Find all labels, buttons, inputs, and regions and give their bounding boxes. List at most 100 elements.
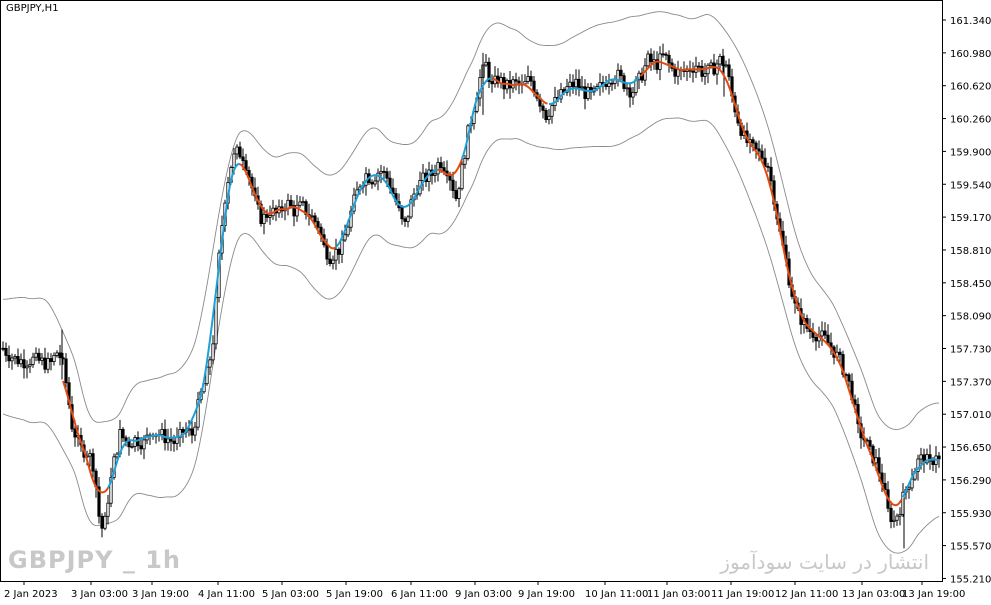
price-tick-label: 160.620 [950,82,991,93]
price-tick-label: 159.900 [950,147,991,158]
envelope-lower-line [2,117,940,554]
candle [565,78,569,96]
candle [826,324,830,345]
candle [4,342,8,362]
candle [691,62,695,83]
price-tick-label: 157.370 [950,377,991,388]
candle [37,348,41,364]
candle [100,513,104,538]
time-tick-label: 13 Jan 19:00 [902,589,965,600]
candle [892,510,896,528]
price-axis[interactable]: 161.340 160.980 160.620 160.260 159.900 159.5… [942,16,991,585]
candle [829,332,833,355]
candle [454,181,458,202]
candle [433,164,437,183]
candle [103,512,107,531]
candle [664,52,668,61]
candle [928,444,932,470]
candle [718,53,722,69]
candle [451,171,455,199]
candle [649,48,653,71]
candle [616,63,620,87]
candle [619,65,623,81]
candle [607,73,611,95]
candle [586,83,590,101]
price-tick-label: 158.450 [950,279,991,290]
price-tick-label: 156.290 [950,476,991,487]
candle [814,333,818,351]
candle [190,419,194,444]
price-tick-label: 159.170 [950,213,991,224]
candle [400,204,404,225]
candle [268,205,272,225]
candle [697,61,701,73]
candle [58,344,62,366]
candle [370,179,374,189]
ma-segment-down [491,77,548,105]
price-tick-label: 157.730 [950,345,991,356]
time-tick-label: 9 Jan 03:00 [455,589,512,600]
candle [577,69,581,97]
candle [34,347,38,362]
candle [883,472,887,493]
candle [529,70,533,87]
ma-segment-up [107,162,241,489]
candle [43,347,47,374]
watermark-symbol: GBPJPY _ 1h [8,546,181,574]
candle [91,448,95,479]
candle [694,56,698,78]
candle [175,427,179,451]
price-tick-label: 160.980 [950,49,991,60]
candle [109,467,113,508]
candle [490,74,494,93]
candle [706,63,710,84]
candle [121,427,125,443]
candle [550,103,554,124]
time-tick-label: 2 Jan 2023 [4,589,58,600]
candle [499,72,503,89]
candle [760,144,764,163]
candle [637,70,641,90]
price-tick-label: 160.260 [950,115,991,126]
candle [514,72,518,91]
candle [544,107,548,123]
candle [49,353,53,371]
price-tick-label: 155.210 [950,574,991,585]
candle [331,255,335,270]
candle [754,140,758,159]
candle [553,86,557,112]
candle [409,195,413,219]
candle [487,57,491,88]
time-axis[interactable]: 2 Jan 2023 3 Jan 03:00 3 Jan 19:00 4 Jan 11… [4,581,965,600]
candle [286,193,290,216]
candle [343,224,347,242]
candle [235,144,239,160]
candle [823,322,827,340]
candle [304,199,308,220]
time-tick-label: 4 Jan 11:00 [198,589,255,600]
ma-segment-down [725,79,903,507]
candle [379,164,383,184]
candle [88,449,92,467]
symbol-timeframe-label: GBPJPY,H1 [6,3,59,14]
candle [211,335,215,365]
time-tick-label: 9 Jan 19:00 [518,589,575,600]
candle [631,86,635,105]
candle [298,196,302,208]
candle [1,341,5,352]
candle [271,199,275,221]
ma-segment-up [549,76,640,105]
candle [430,164,434,185]
time-tick-label: 12 Jan 11:00 [775,589,838,600]
candle [376,168,380,191]
candle [193,421,197,442]
candle [28,358,32,373]
candle [568,73,572,97]
candle [925,448,929,465]
candle [142,435,146,460]
candle [7,345,11,369]
candle [421,163,425,191]
candle [328,251,332,267]
